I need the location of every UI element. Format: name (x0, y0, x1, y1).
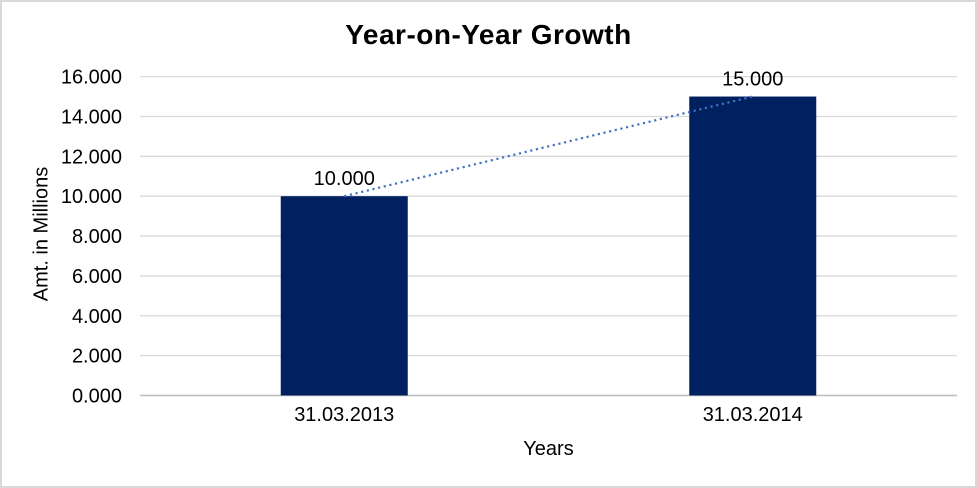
y-tick-label: 10.000 (61, 186, 122, 208)
y-tick-label: 0.000 (72, 386, 122, 408)
data-label: 10.000 (314, 168, 375, 190)
bar (280, 196, 408, 396)
y-tick-label: 2.000 (72, 346, 122, 368)
y-axis-title: Amt. in Millions (30, 166, 53, 302)
y-tick-label: 12.000 (61, 146, 122, 168)
y-tick-label: 14.000 (61, 106, 122, 128)
y-tick-label: 16.000 (61, 67, 122, 89)
chart-title: Year-on-Year Growth (345, 19, 632, 50)
y-tick-label: 4.000 (72, 306, 122, 328)
data-label: 15.000 (722, 69, 783, 91)
x-axis-title: Years (523, 438, 574, 460)
x-tick-label: 31.03.2014 (703, 404, 803, 426)
bar (689, 96, 817, 396)
y-tick-label: 6.000 (72, 266, 122, 288)
x-tick-label: 31.03.2013 (294, 404, 394, 426)
y-tick-label: 8.000 (72, 226, 122, 248)
trendline (343, 95, 754, 198)
